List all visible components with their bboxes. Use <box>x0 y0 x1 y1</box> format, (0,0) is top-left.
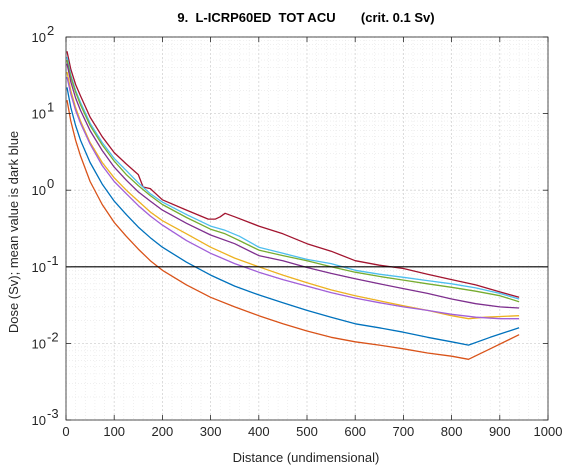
y-tick-label-exponent: -2 <box>47 329 59 344</box>
y-tick-label-exponent: -3 <box>47 406 59 421</box>
x-tick-label: 0 <box>62 424 69 439</box>
y-tick-label: 10 <box>32 336 46 351</box>
x-tick-label: 500 <box>296 424 318 439</box>
y-tick-label: 10 <box>32 107 46 122</box>
axes-background <box>66 37 548 420</box>
series-line-2 <box>66 56 520 300</box>
x-tick-label: 200 <box>152 424 174 439</box>
y-tick-label-exponent: 1 <box>47 100 54 115</box>
y-tick-label-exponent: -1 <box>47 253 59 268</box>
x-tick-label: 1000 <box>534 424 563 439</box>
series-line-4 <box>66 63 520 309</box>
chart-title: 9. L-ICRP60ED TOT ACU (crit. 0.1 Sv) <box>177 10 434 25</box>
y-tick-label: 10 <box>32 260 46 275</box>
y-tick-label-exponent: 2 <box>47 23 54 38</box>
series-line-3 <box>66 59 520 303</box>
x-tick-label: 600 <box>344 424 366 439</box>
plot-area: 0 100 200 300 400 500 600 700 800 900 100010-310-2… <box>32 23 563 439</box>
series-line-1 <box>66 51 520 298</box>
x-tick-label: 100 <box>103 424 125 439</box>
y-axis-label: Dose (Sv); mean value is dark blue <box>6 131 21 333</box>
y-tick-label: 10 <box>32 183 46 198</box>
x-tick-label: 400 <box>248 424 270 439</box>
series-line-7 <box>66 87 520 346</box>
series-line-8 <box>66 99 520 360</box>
x-axis-label: Distance (undimensional) <box>233 450 380 465</box>
x-tick-label: 700 <box>393 424 415 439</box>
series-line-6 <box>66 76 520 320</box>
y-tick-label: 10 <box>32 30 46 45</box>
y-tick-label: 10 <box>32 413 46 428</box>
x-tick-label: 300 <box>200 424 222 439</box>
x-tick-label: 800 <box>441 424 463 439</box>
x-tick-label: 900 <box>489 424 511 439</box>
y-tick-label-exponent: 0 <box>47 176 54 191</box>
